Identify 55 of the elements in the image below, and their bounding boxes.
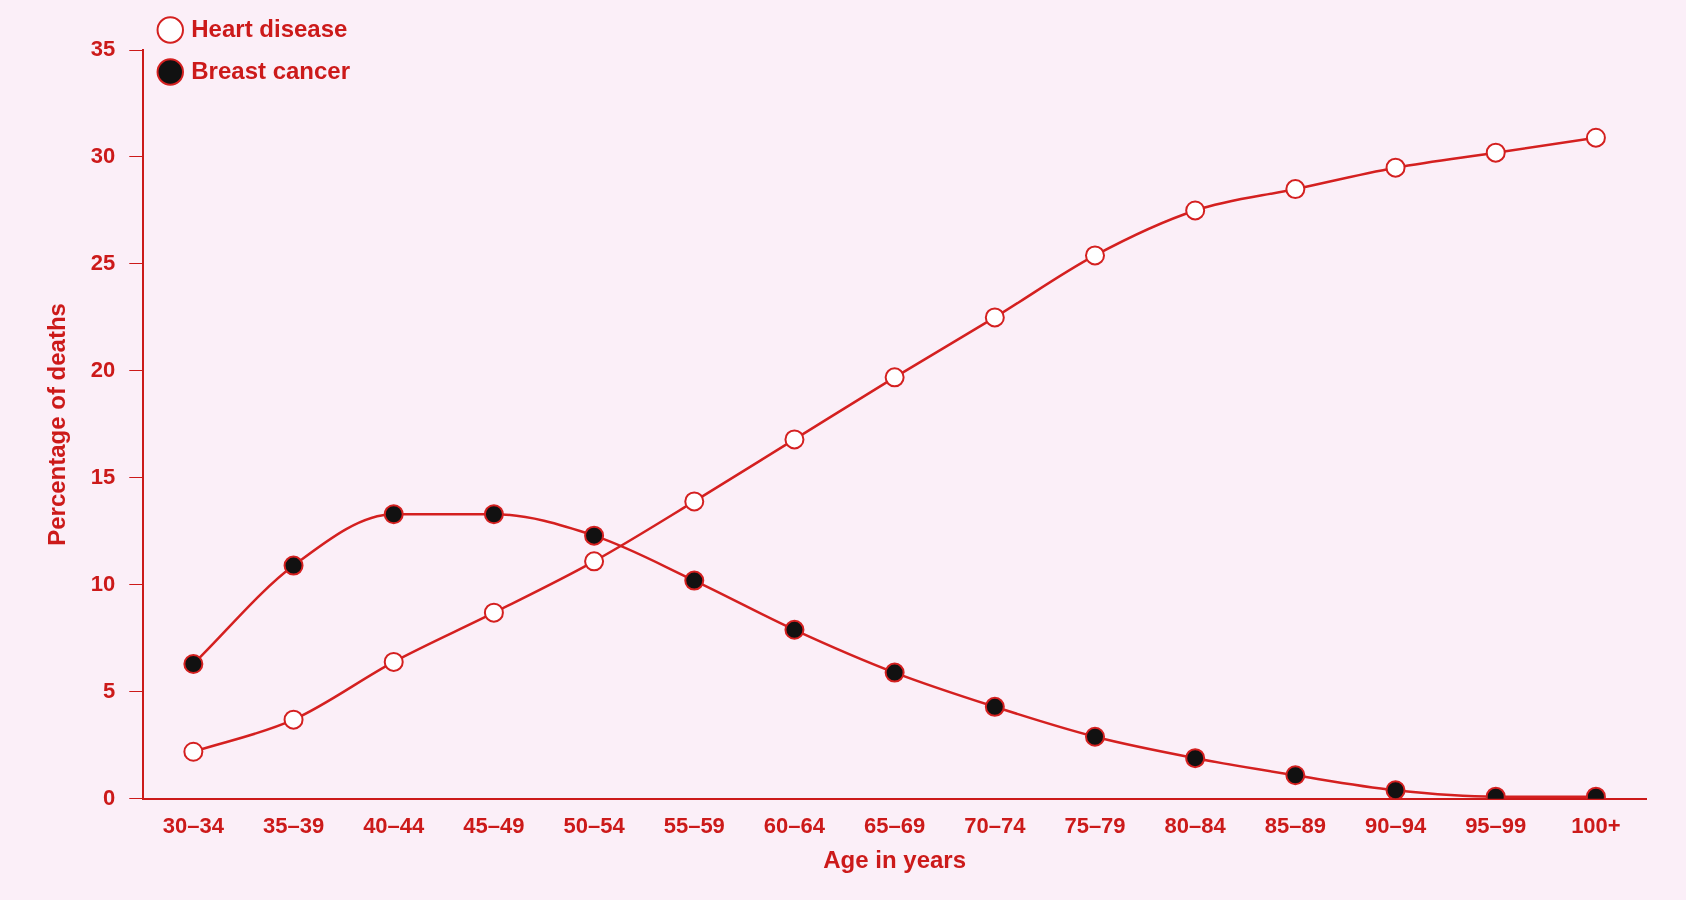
y-tick-label: 35 [90, 36, 116, 62]
point [984, 307, 1005, 328]
point [1285, 179, 1306, 200]
x-tick-label: 80–84 [1164, 813, 1227, 839]
point [1485, 142, 1506, 163]
x-tick-label: 45–49 [463, 813, 525, 839]
x-tick-label: 70–74 [964, 813, 1027, 839]
point [784, 619, 805, 640]
x-tick-label: 55–59 [663, 813, 725, 839]
point [784, 429, 805, 450]
point [483, 602, 504, 623]
x-tick-label: 65–69 [864, 813, 926, 839]
x-tick-label: 100+ [1571, 813, 1621, 839]
legend-label: Heart disease [191, 14, 348, 42]
y-tick-label: 10 [90, 570, 116, 596]
x-axis-title: Age in years [823, 846, 966, 874]
point [884, 367, 905, 388]
point [1385, 780, 1406, 799]
point [383, 504, 404, 525]
point [1285, 765, 1306, 786]
point [483, 504, 504, 525]
point [1085, 726, 1105, 747]
point [884, 662, 905, 683]
y-tick-label: 0 [103, 784, 116, 810]
y-axis-title: Percentage of deaths [43, 303, 71, 546]
x-tick-label: 30–34 [162, 813, 225, 839]
x-tick-label: 95–99 [1465, 813, 1527, 839]
x-tick-label: 50–54 [563, 813, 626, 839]
x-tick-label: 35–39 [262, 813, 325, 839]
point [283, 555, 304, 576]
x-tick-label: 85–89 [1264, 813, 1326, 839]
point [1085, 245, 1105, 266]
point [684, 491, 705, 512]
point [684, 570, 705, 591]
point [1385, 157, 1406, 178]
point [183, 741, 204, 762]
point [283, 709, 304, 730]
y-tick-label: 25 [90, 250, 116, 276]
x-tick-label: 90–94 [1364, 813, 1427, 839]
point [1185, 200, 1206, 221]
x-tick-label: 40–44 [363, 813, 426, 839]
point [584, 525, 605, 546]
y-tick-label: 15 [90, 463, 116, 489]
point [584, 551, 605, 572]
x-tick-label: 60–64 [763, 813, 826, 839]
x-tick-label: 75–79 [1064, 813, 1126, 839]
point [1185, 748, 1206, 769]
y-tick-label: 30 [90, 143, 116, 169]
y-tick-label: 5 [103, 677, 116, 703]
point [383, 651, 404, 672]
y-tick-label: 20 [90, 356, 116, 382]
point [183, 654, 204, 675]
legend-label: Breast cancer [191, 56, 351, 84]
point [984, 696, 1005, 717]
point [1585, 127, 1606, 148]
